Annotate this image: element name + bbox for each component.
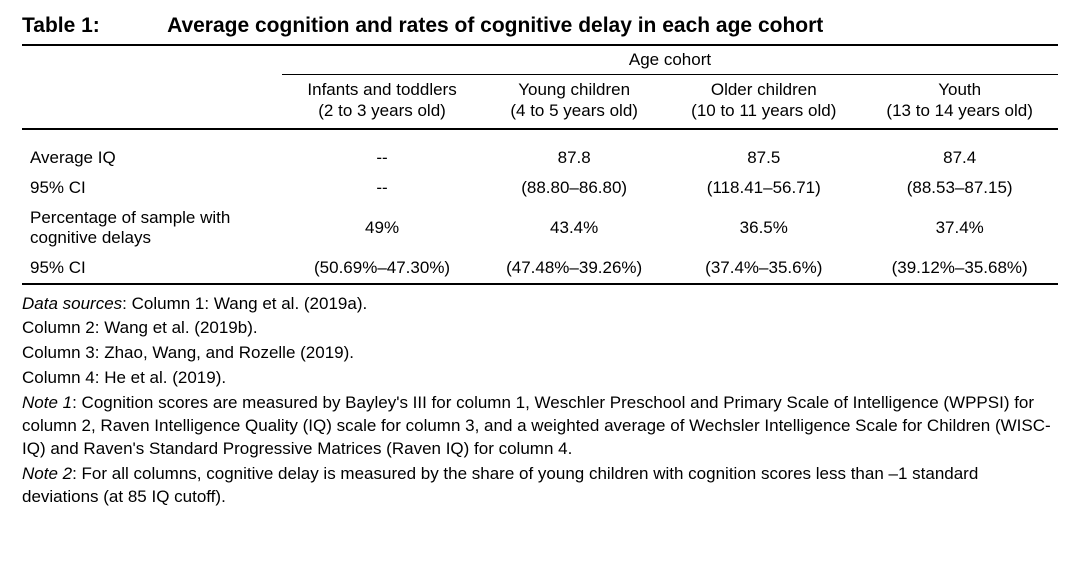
table-title: Table 1: Average cognition and rates of … — [22, 14, 1058, 38]
note1-text: : Cognition scores are measured by Bayle… — [22, 393, 1051, 458]
source-line: : Column 1: Wang et al. (2019a). — [122, 294, 367, 313]
table-label: Table 1: — [22, 14, 162, 38]
cell: (37.4%–35.6%) — [666, 253, 861, 284]
spanner-age-cohort: Age cohort — [282, 45, 1058, 75]
cell: (50.69%–47.30%) — [282, 253, 482, 284]
cell: -- — [282, 173, 482, 203]
note1-label: Note 1 — [22, 393, 72, 412]
cognition-table: Age cohort Infants and toddlers(2 to 3 y… — [22, 44, 1058, 285]
cell: 36.5% — [666, 203, 861, 253]
row-label: Percentage of sample with cognitive dela… — [22, 203, 282, 253]
sources-label: Data sources — [22, 294, 122, 313]
table-row: Percentage of sample with cognitive dela… — [22, 203, 1058, 253]
table-row: 95% CI -- (88.80–86.80) (118.41–56.71) (… — [22, 173, 1058, 203]
cell: 43.4% — [482, 203, 666, 253]
cell: 87.4 — [861, 129, 1058, 173]
note2-text: : For all columns, cognitive delay is me… — [22, 464, 978, 506]
cell: (39.12%–35.68%) — [861, 253, 1058, 284]
table-row: 95% CI (50.69%–47.30%) (47.48%–39.26%) (… — [22, 253, 1058, 284]
source-line: Column 3: Zhao, Wang, and Rozelle (2019)… — [22, 342, 1058, 365]
table-notes: Data sources: Column 1: Wang et al. (201… — [22, 293, 1058, 509]
note2-label: Note 2 — [22, 464, 72, 483]
col-header-3: Older children(10 to 11 years old) — [666, 75, 861, 129]
table-row: Average IQ -- 87.8 87.5 87.4 — [22, 129, 1058, 173]
col-header-1: Infants and toddlers(2 to 3 years old) — [282, 75, 482, 129]
row-label: 95% CI — [22, 253, 282, 284]
table-caption: Average cognition and rates of cognitive… — [167, 14, 823, 37]
row-label: Average IQ — [22, 129, 282, 173]
source-line: Column 2: Wang et al. (2019b). — [22, 317, 1058, 340]
col-header-4: Youth(13 to 14 years old) — [861, 75, 1058, 129]
cell: 87.8 — [482, 129, 666, 173]
cell: 87.5 — [666, 129, 861, 173]
cell: -- — [282, 129, 482, 173]
cell: 49% — [282, 203, 482, 253]
cell: 37.4% — [861, 203, 1058, 253]
col-header-2: Young children(4 to 5 years old) — [482, 75, 666, 129]
cell: (88.53–87.15) — [861, 173, 1058, 203]
source-line: Column 4: He et al. (2019). — [22, 367, 1058, 390]
row-label: 95% CI — [22, 173, 282, 203]
cell: (118.41–56.71) — [666, 173, 861, 203]
cell: (47.48%–39.26%) — [482, 253, 666, 284]
cell: (88.80–86.80) — [482, 173, 666, 203]
